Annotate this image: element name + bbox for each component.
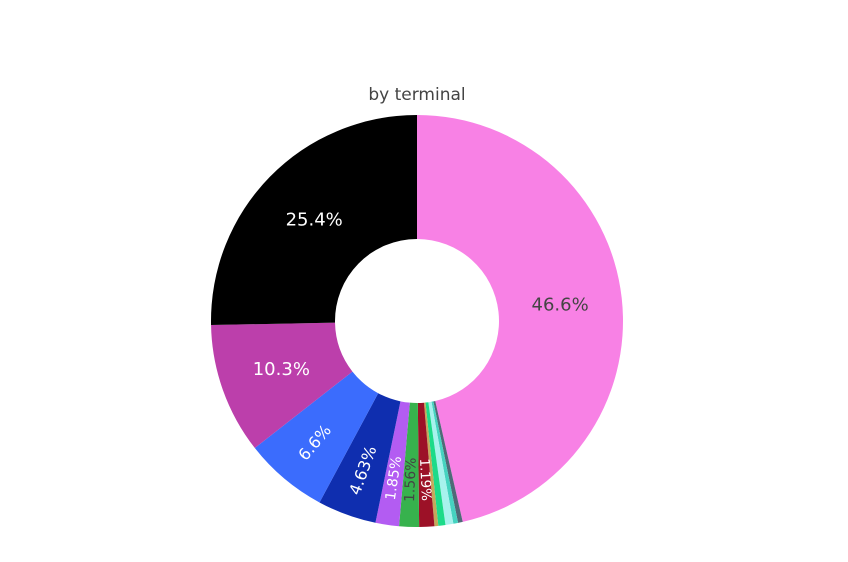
slice-label: 25.4% [286,210,343,231]
pie-slice[interactable] [211,322,353,449]
pie-slice[interactable] [375,401,410,527]
chart-title: by terminal [368,85,465,105]
slice-label: 1.85% [383,455,405,501]
pie-slice[interactable] [417,402,435,527]
pie-slice[interactable] [211,115,417,326]
slices-group [211,115,623,527]
slice-label: 10.3% [253,359,310,380]
pie-slice[interactable] [423,402,439,527]
slice-label: 1.56% [402,457,420,502]
pie-slice[interactable] [319,393,401,523]
pie-slice[interactable] [399,402,420,527]
pie-slice[interactable] [431,401,459,524]
pie-slice[interactable] [433,400,463,523]
slice-label: 1.19% [416,458,433,501]
pie-slice[interactable] [254,371,379,503]
pie-slice[interactable] [428,401,454,526]
pie-slice[interactable] [425,402,446,526]
pie-slice[interactable] [417,115,623,522]
slice-label: 46.6% [532,294,589,315]
